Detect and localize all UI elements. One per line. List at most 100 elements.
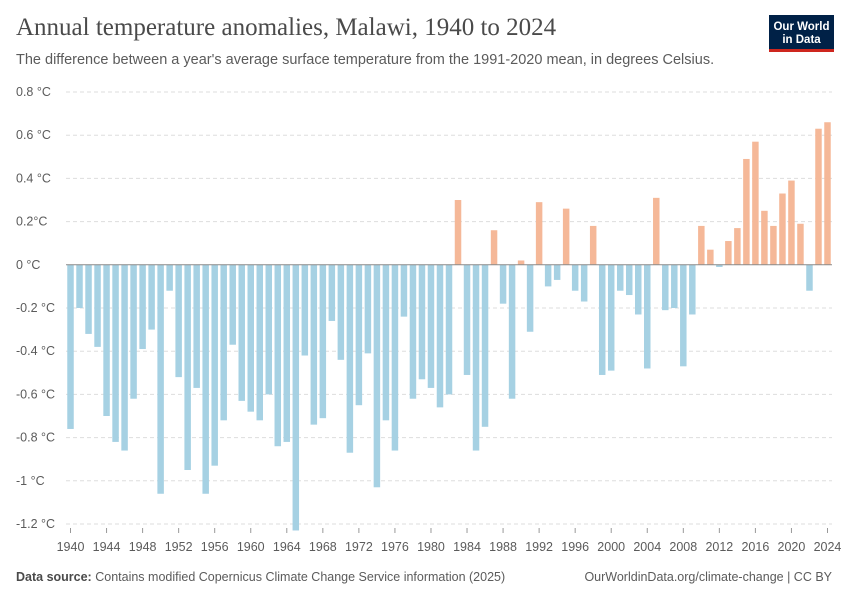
bar-1981[interactable] [436, 264, 444, 408]
bar-2002[interactable] [625, 264, 633, 296]
bar-1966[interactable] [301, 264, 309, 356]
bar-1978[interactable] [409, 264, 417, 399]
bar-1951[interactable] [166, 264, 173, 291]
bar-1979[interactable] [418, 264, 426, 380]
bar-1960[interactable] [247, 264, 254, 412]
bar-1976[interactable] [391, 264, 399, 451]
bar-1971[interactable] [346, 264, 354, 453]
credit-link[interactable]: OurWorldinData.org/climate-change | CC B… [584, 570, 832, 584]
bar-1964[interactable] [283, 264, 291, 442]
bar-1962[interactable] [265, 264, 273, 395]
data-source: Data source: Contains modified Copernicu… [16, 570, 505, 584]
bar-2003[interactable] [635, 264, 642, 315]
y-tick-label: 0 °C [16, 258, 40, 272]
bar-1986[interactable] [481, 264, 489, 427]
bar-1972[interactable] [355, 264, 363, 406]
bar-1963[interactable] [274, 264, 282, 447]
bar-1999[interactable] [598, 264, 606, 375]
bar-2009[interactable] [689, 264, 696, 315]
bar-1987[interactable] [490, 230, 498, 265]
bar-2020[interactable] [788, 180, 795, 265]
bar-1994[interactable] [553, 264, 561, 280]
bar-1957[interactable] [220, 264, 227, 421]
bar-2014[interactable] [734, 228, 741, 265]
bar-1955[interactable] [202, 264, 209, 494]
bar-1945[interactable] [112, 264, 119, 442]
bar-1946[interactable] [121, 264, 128, 451]
bar-2008[interactable] [680, 264, 687, 367]
bar-1990[interactable] [517, 260, 525, 265]
bar-1942[interactable] [85, 264, 92, 334]
x-tick-label: 2024 [814, 540, 842, 554]
bar-1996[interactable] [571, 264, 579, 291]
bar-1952[interactable] [175, 264, 182, 378]
bar-1989[interactable] [508, 264, 516, 399]
bar-2013[interactable] [725, 241, 732, 265]
bar-1943[interactable] [94, 264, 101, 347]
bar-1982[interactable] [445, 264, 453, 395]
bar-1954[interactable] [193, 264, 200, 388]
bar-2000[interactable] [607, 264, 615, 371]
bar-1975[interactable] [382, 264, 390, 421]
bar-1992[interactable] [535, 202, 543, 265]
bar-1991[interactable] [526, 264, 534, 332]
bar-1988[interactable] [499, 264, 507, 304]
data-source-text: Contains modified Copernicus Climate Cha… [95, 570, 506, 584]
bar-1973[interactable] [364, 264, 372, 354]
bar-2011[interactable] [707, 249, 714, 265]
bar-2023[interactable] [815, 128, 822, 265]
bar-2007[interactable] [671, 264, 678, 308]
bar-2017[interactable] [761, 210, 768, 265]
bar-2015[interactable] [743, 158, 750, 265]
bar-1953[interactable] [184, 264, 191, 470]
bar-1959[interactable] [238, 264, 245, 401]
bar-1980[interactable] [427, 264, 435, 388]
bar-1965[interactable] [292, 264, 300, 531]
bar-1956[interactable] [211, 264, 218, 466]
bar-2016[interactable] [752, 141, 759, 265]
bar-2012[interactable] [716, 264, 723, 267]
y-tick-label: 0.8 °C [16, 85, 51, 99]
bar-2022[interactable] [806, 264, 813, 291]
x-tick-label: 2008 [669, 540, 697, 554]
bar-2004[interactable] [644, 264, 651, 369]
owid-logo[interactable]: Our World in Data [769, 15, 834, 52]
bar-1941[interactable] [76, 264, 83, 308]
bar-2018[interactable] [770, 225, 777, 265]
logo-line-2: in Data [782, 33, 821, 46]
bar-1985[interactable] [472, 264, 480, 451]
chart-subtitle: The difference between a year's average … [16, 52, 715, 68]
bar-1984[interactable] [463, 264, 471, 375]
bar-1967[interactable] [310, 264, 318, 425]
bar-2001[interactable] [616, 264, 624, 291]
bar-1970[interactable] [337, 264, 345, 360]
bar-2005[interactable] [653, 197, 660, 265]
bar-1983[interactable] [454, 200, 462, 265]
bar-1948[interactable] [139, 264, 146, 350]
bar-1998[interactable] [589, 225, 597, 265]
x-tick-label: 1940 [57, 540, 85, 554]
bar-2010[interactable] [698, 225, 705, 265]
bar-1950[interactable] [157, 264, 164, 494]
bar-1974[interactable] [373, 264, 381, 488]
bar-1958[interactable] [229, 264, 236, 345]
x-tick-label: 1976 [381, 540, 409, 554]
bars [67, 122, 831, 531]
bar-1947[interactable] [130, 264, 137, 399]
bar-2024[interactable] [824, 122, 831, 265]
bar-1961[interactable] [256, 264, 263, 421]
bar-1944[interactable] [103, 264, 110, 416]
bar-1977[interactable] [400, 264, 408, 317]
bar-1997[interactable] [580, 264, 588, 302]
bar-1969[interactable] [328, 264, 336, 321]
bar-1940[interactable] [67, 264, 74, 429]
x-tick-label: 1992 [525, 540, 553, 554]
bar-1995[interactable] [562, 208, 570, 265]
x-tick-label: 1956 [201, 540, 229, 554]
bar-1968[interactable] [319, 264, 327, 419]
bar-1949[interactable] [148, 264, 155, 330]
bar-2019[interactable] [779, 193, 786, 265]
bar-2006[interactable] [662, 264, 669, 311]
bar-1993[interactable] [544, 264, 552, 287]
bar-2021[interactable] [797, 223, 804, 265]
